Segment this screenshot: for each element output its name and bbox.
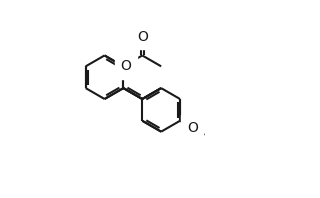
Text: O: O	[187, 121, 198, 135]
Text: O: O	[137, 30, 148, 44]
Text: O: O	[120, 59, 131, 73]
